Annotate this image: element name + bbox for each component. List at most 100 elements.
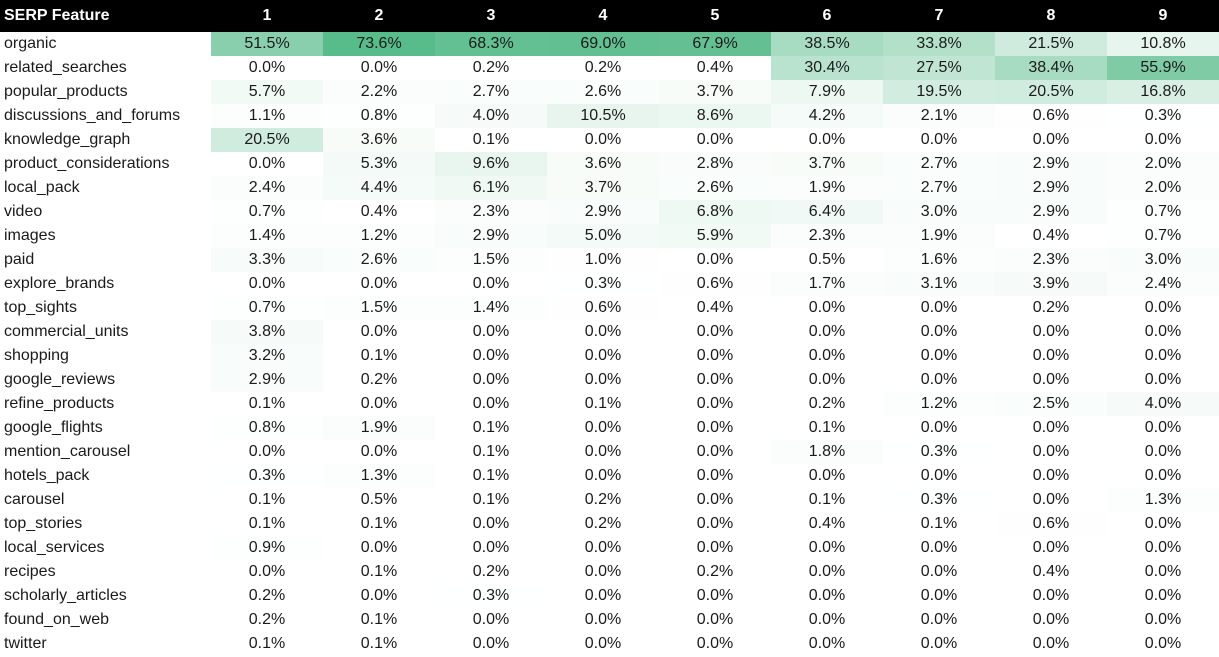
value-cell[interactable]: 0.0% xyxy=(659,632,771,656)
value-cell[interactable]: 0.0% xyxy=(995,584,1107,608)
value-cell[interactable]: 20.5% xyxy=(211,128,323,152)
value-cell[interactable]: 0.2% xyxy=(995,296,1107,320)
value-cell[interactable]: 51.5% xyxy=(211,32,323,56)
row-label[interactable]: explore_brands xyxy=(4,275,115,292)
value-cell[interactable]: 0.1% xyxy=(323,512,435,536)
value-cell[interactable]: 0.7% xyxy=(1107,224,1219,248)
value-cell[interactable]: 0.0% xyxy=(1107,584,1219,608)
value-cell[interactable]: 2.3% xyxy=(435,200,547,224)
value-cell[interactable]: 0.1% xyxy=(435,440,547,464)
value-cell[interactable]: 0.1% xyxy=(547,392,659,416)
row-label[interactable]: knowledge_graph xyxy=(4,131,131,148)
value-cell[interactable]: 0.0% xyxy=(435,608,547,632)
value-cell[interactable]: 0.0% xyxy=(771,608,883,632)
row-label[interactable]: recipes xyxy=(4,563,56,580)
value-cell[interactable]: 68.3% xyxy=(435,32,547,56)
value-cell[interactable]: 0.8% xyxy=(211,416,323,440)
value-cell[interactable]: 0.0% xyxy=(211,440,323,464)
value-cell[interactable]: 0.7% xyxy=(211,200,323,224)
value-cell[interactable]: 0.0% xyxy=(547,608,659,632)
value-cell[interactable]: 0.0% xyxy=(323,56,435,80)
value-cell[interactable]: 0.0% xyxy=(323,392,435,416)
value-cell[interactable]: 0.1% xyxy=(771,416,883,440)
value-cell[interactable]: 0.1% xyxy=(211,488,323,512)
value-cell[interactable]: 0.2% xyxy=(211,584,323,608)
value-cell[interactable]: 7.9% xyxy=(771,80,883,104)
value-cell[interactable]: 0.0% xyxy=(883,632,995,656)
value-cell[interactable]: 0.6% xyxy=(547,296,659,320)
value-cell[interactable]: 0.2% xyxy=(547,488,659,512)
value-cell[interactable]: 3.3% xyxy=(211,248,323,272)
value-cell[interactable]: 0.2% xyxy=(659,560,771,584)
value-cell[interactable]: 6.8% xyxy=(659,200,771,224)
row-label[interactable]: images xyxy=(4,227,56,244)
row-label[interactable]: commercial_units xyxy=(4,323,129,340)
row-label[interactable]: shopping xyxy=(4,347,69,364)
value-cell[interactable]: 1.0% xyxy=(547,248,659,272)
value-cell[interactable]: 0.0% xyxy=(435,368,547,392)
value-cell[interactable]: 0.6% xyxy=(995,104,1107,128)
value-cell[interactable]: 2.4% xyxy=(1107,272,1219,296)
value-cell[interactable]: 55.9% xyxy=(1107,56,1219,80)
value-cell[interactable]: 0.0% xyxy=(547,536,659,560)
row-label[interactable]: related_searches xyxy=(4,59,127,76)
value-cell[interactable]: 0.0% xyxy=(1107,296,1219,320)
value-cell[interactable]: 1.8% xyxy=(771,440,883,464)
value-cell[interactable]: 3.7% xyxy=(771,152,883,176)
value-cell[interactable]: 8.6% xyxy=(659,104,771,128)
value-cell[interactable]: 1.4% xyxy=(211,224,323,248)
value-cell[interactable]: 2.5% xyxy=(995,392,1107,416)
value-cell[interactable]: 0.2% xyxy=(211,608,323,632)
value-cell[interactable]: 5.7% xyxy=(211,80,323,104)
value-cell[interactable]: 0.0% xyxy=(883,320,995,344)
value-cell[interactable]: 0.0% xyxy=(435,632,547,656)
value-cell[interactable]: 3.8% xyxy=(211,320,323,344)
value-cell[interactable]: 33.8% xyxy=(883,32,995,56)
value-cell[interactable]: 0.0% xyxy=(435,392,547,416)
value-cell[interactable]: 4.0% xyxy=(1107,392,1219,416)
value-cell[interactable]: 0.0% xyxy=(547,440,659,464)
value-cell[interactable]: 1.3% xyxy=(1107,488,1219,512)
value-cell[interactable]: 2.6% xyxy=(547,80,659,104)
value-cell[interactable]: 0.0% xyxy=(211,56,323,80)
value-cell[interactable]: 0.3% xyxy=(211,464,323,488)
value-cell[interactable]: 0.0% xyxy=(1107,128,1219,152)
value-cell[interactable]: 0.0% xyxy=(659,512,771,536)
value-cell[interactable]: 0.0% xyxy=(883,536,995,560)
value-cell[interactable]: 3.0% xyxy=(883,200,995,224)
value-cell[interactable]: 0.0% xyxy=(659,368,771,392)
value-cell[interactable]: 20.5% xyxy=(995,80,1107,104)
row-label[interactable]: twitter xyxy=(4,635,47,652)
value-cell[interactable]: 0.4% xyxy=(323,200,435,224)
row-label[interactable]: scholarly_articles xyxy=(4,587,127,604)
value-cell[interactable]: 0.0% xyxy=(883,560,995,584)
value-cell[interactable]: 4.2% xyxy=(771,104,883,128)
value-cell[interactable]: 5.3% xyxy=(323,152,435,176)
value-cell[interactable]: 1.9% xyxy=(323,416,435,440)
row-label[interactable]: top_stories xyxy=(4,515,83,532)
value-cell[interactable]: 1.9% xyxy=(883,224,995,248)
value-cell[interactable]: 2.3% xyxy=(771,224,883,248)
value-cell[interactable]: 0.1% xyxy=(323,344,435,368)
value-cell[interactable]: 0.0% xyxy=(1107,440,1219,464)
value-cell[interactable]: 0.0% xyxy=(659,320,771,344)
value-cell[interactable]: 3.1% xyxy=(883,272,995,296)
value-cell[interactable]: 0.0% xyxy=(883,296,995,320)
value-cell[interactable]: 0.0% xyxy=(771,536,883,560)
value-cell[interactable]: 0.3% xyxy=(1107,104,1219,128)
value-cell[interactable]: 1.2% xyxy=(323,224,435,248)
value-cell[interactable]: 0.7% xyxy=(1107,200,1219,224)
value-cell[interactable]: 69.0% xyxy=(547,32,659,56)
value-cell[interactable]: 1.6% xyxy=(883,248,995,272)
value-cell[interactable]: 0.0% xyxy=(1107,368,1219,392)
row-label[interactable]: video xyxy=(4,203,43,220)
value-cell[interactable]: 0.0% xyxy=(995,488,1107,512)
value-cell[interactable]: 0.1% xyxy=(883,512,995,536)
row-label[interactable]: product_considerations xyxy=(4,155,170,172)
value-cell[interactable]: 2.9% xyxy=(547,200,659,224)
row-label[interactable]: local_services xyxy=(4,539,105,556)
value-cell[interactable]: 0.0% xyxy=(659,392,771,416)
value-cell[interactable]: 0.0% xyxy=(883,344,995,368)
value-cell[interactable]: 0.0% xyxy=(547,632,659,656)
value-cell[interactable]: 4.4% xyxy=(323,176,435,200)
